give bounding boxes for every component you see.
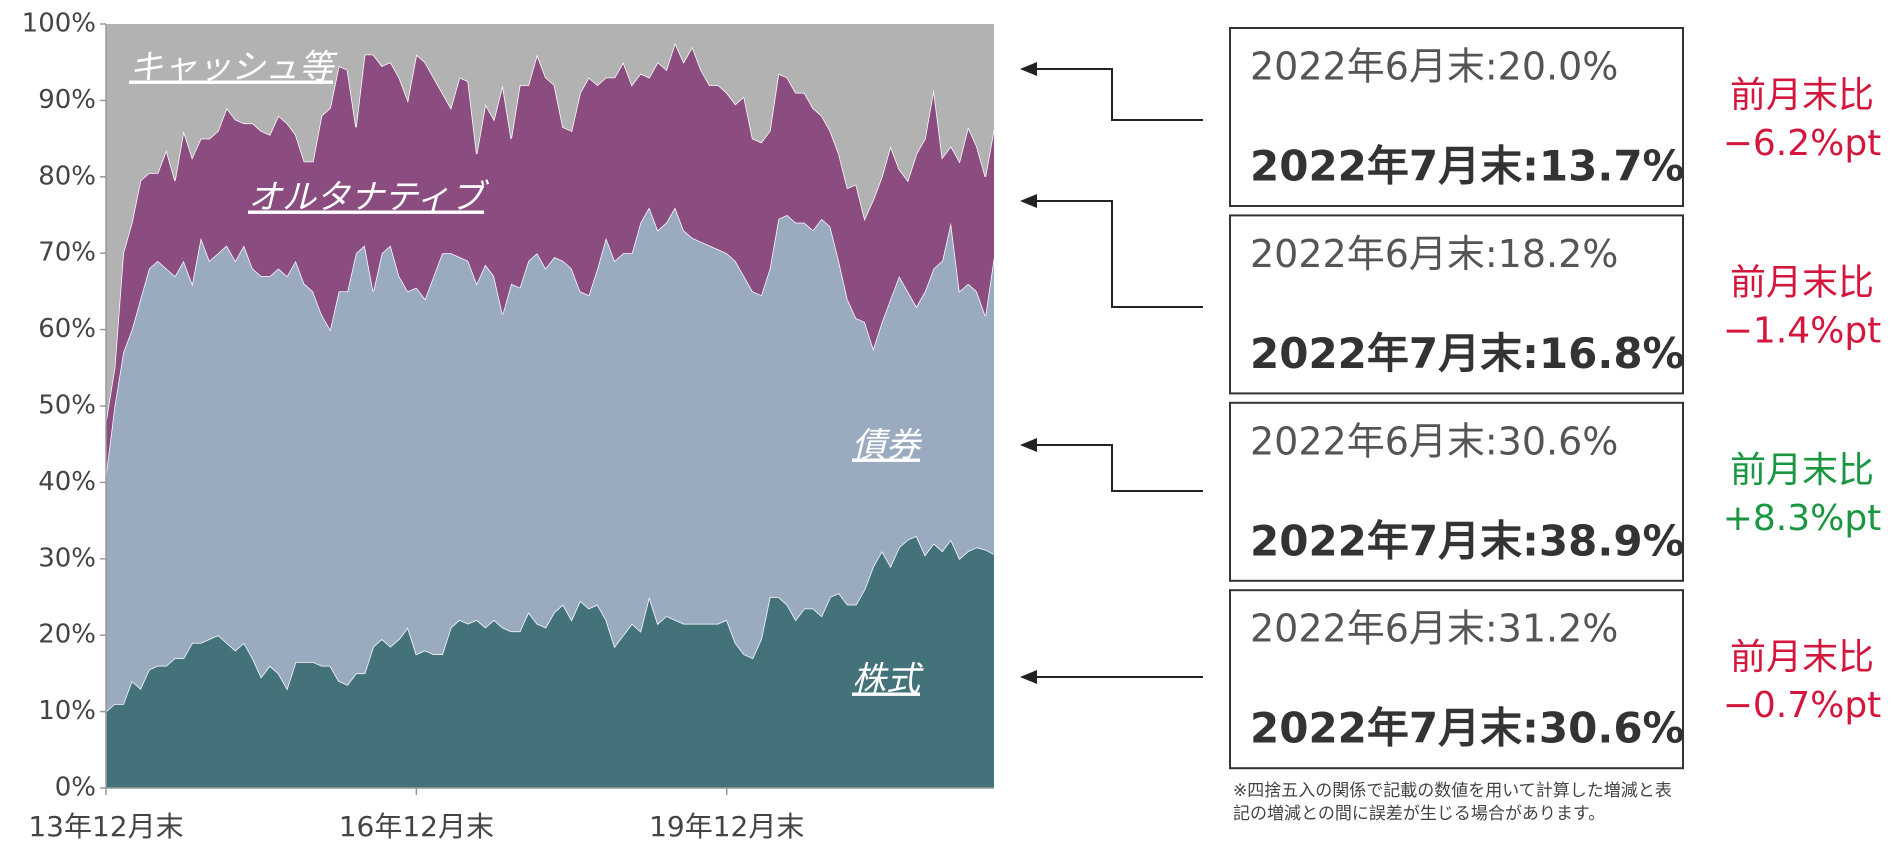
area [106,535,994,788]
y-tick-label: 80% [38,161,96,191]
change-value: +8.3%pt [1723,498,1882,539]
y-tick-label: 100% [22,9,96,39]
arrowhead [1020,194,1037,208]
annotation-box [1229,214,1684,395]
y-tick-label: 60% [38,314,96,344]
arrowhead [1020,670,1037,684]
y-tick-label: 30% [38,543,96,573]
change-label: 前月末比 [1730,450,1874,491]
change-value: −1.4%pt [1723,310,1882,351]
series-label: キャッシュ等 [129,48,338,88]
y-tick-label: 10% [38,696,96,726]
y-tick-label: 90% [38,85,96,115]
series-label: 債券 [852,426,923,466]
arrow [1035,68,1203,121]
change-label: 前月末比 [1730,75,1874,116]
series-label: オルタナティブ [248,178,490,218]
area-edge [105,534,995,713]
july-value: 2022年7月末:30.6% [1250,704,1685,753]
july-value: 2022年7月末:13.7% [1250,142,1685,191]
annotation-box [1229,589,1684,770]
arrowhead [1020,62,1037,76]
arrow [1035,200,1203,308]
y-tick-label: 0% [55,773,96,803]
arrowheads [1020,62,1037,684]
change-label: 前月末比 [1730,262,1874,303]
y-tick-label: 40% [38,467,96,497]
y-tick-label: 70% [38,238,96,268]
july-value: 2022年7月末:38.9% [1250,516,1685,565]
june-value: 2022年6月末:30.6% [1250,419,1618,463]
change-label: 前月末比 [1730,637,1874,678]
series-label: 株式 [852,660,924,700]
annotation-box [1229,401,1684,582]
arrows [1035,68,1203,678]
area [106,207,994,712]
june-value: 2022年6月末:31.2% [1250,607,1618,651]
area [106,43,994,475]
y-tick-label: 50% [38,391,96,421]
annotation-box [1229,27,1684,207]
x-tick-label: 16年12月末 [339,810,494,843]
x-tick-label: 13年12月末 [28,810,183,843]
june-value: 2022年6月末:20.0% [1250,45,1618,89]
x-tick-label: 19年12月末 [649,810,804,843]
y-tick-label: 20% [38,620,96,650]
change-value: −0.7%pt [1723,685,1882,726]
june-value: 2022年6月末:18.2% [1250,232,1618,276]
arrowhead [1020,438,1037,452]
july-value: 2022年7月末:16.8% [1250,329,1685,378]
footnote: ※四捨五入の関係で記載の数値を用いて計算した増減と表記の増減との間に誤差が生じる… [1233,781,1672,824]
area [106,24,994,422]
change-value: −6.2%pt [1723,123,1882,164]
arrow [1035,444,1203,492]
